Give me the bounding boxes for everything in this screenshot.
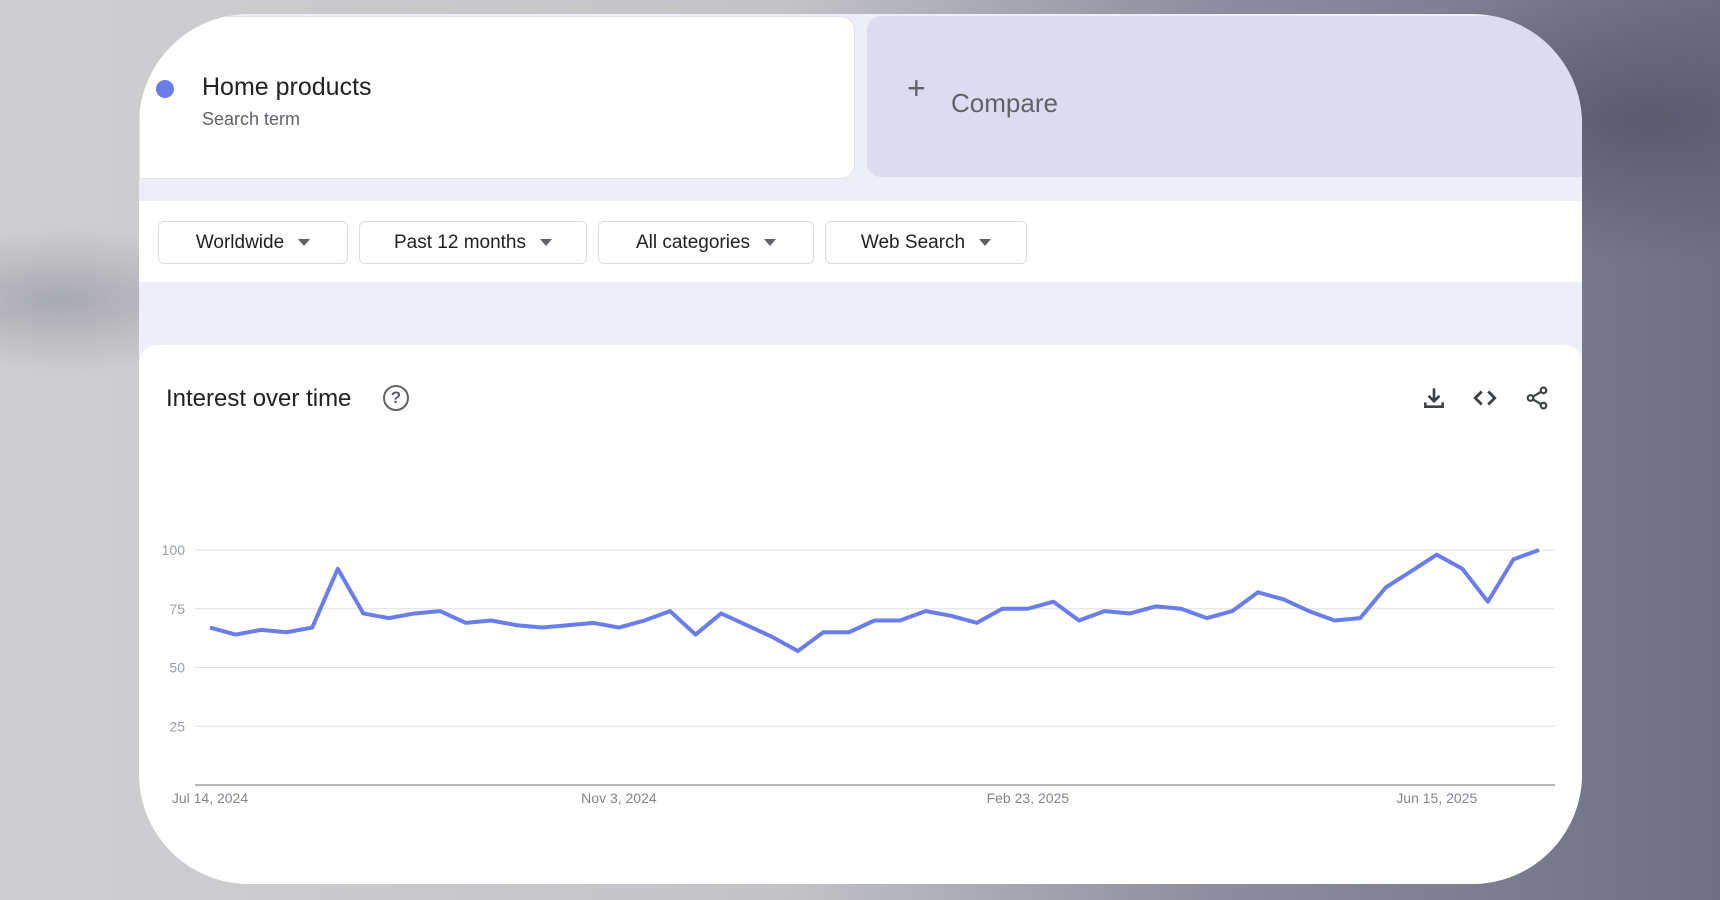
search-term-name: Home products: [202, 73, 372, 101]
search-type-label: Web Search: [860, 231, 966, 253]
x-tick-label: Feb 23, 2025: [987, 790, 1070, 806]
search-term-subtitle: Search term: [202, 109, 301, 129]
line-chart: 25 50 75 100 Jul 14, 2024 Nov 3, 2024 Feb 23, …: [162, 542, 1555, 806]
y-tick-label: 25: [169, 718, 185, 734]
compare-label: Compare: [951, 88, 1058, 118]
x-tick-label: Jul 14, 2024: [172, 790, 248, 806]
trends-panel: Home products Search term + Compare Worl…: [139, 14, 1582, 884]
time-range-dropdown[interactable]: Past 12 months: [359, 221, 587, 264]
time-range-label: Past 12 months: [393, 231, 527, 253]
caret-down-icon: [979, 239, 992, 246]
y-tick-label: 100: [162, 542, 186, 558]
plus-icon: +: [907, 70, 926, 106]
y-tick-label: 75: [169, 601, 185, 617]
x-tick-label: Nov 3, 2024: [581, 790, 657, 806]
category-label: All categories: [635, 231, 751, 253]
compare-button[interactable]: + Compare: [867, 16, 1582, 177]
chart-title: Interest over time: [166, 385, 352, 412]
embed-code-icon[interactable]: [1472, 385, 1498, 411]
y-tick-label: 50: [169, 660, 185, 676]
download-icon[interactable]: [1421, 385, 1447, 411]
series-line: [209, 548, 1540, 654]
region-dropdown[interactable]: Worldwide: [158, 221, 348, 264]
search-term-card[interactable]: Home products Search term: [139, 16, 855, 179]
caret-down-icon: [540, 239, 553, 246]
caret-down-icon: [298, 239, 311, 246]
x-tick-label: Jun 15, 2025: [1396, 790, 1477, 806]
region-label: Worldwide: [195, 231, 285, 253]
category-dropdown[interactable]: All categories: [598, 221, 814, 264]
series-color-dot: [156, 80, 174, 98]
filter-bar: Worldwide Past 12 months All categories …: [139, 201, 1582, 282]
interest-over-time-card: Interest over time ? 25 50 75 100 Jul 14, 20…: [139, 345, 1582, 884]
help-icon[interactable]: ?: [383, 385, 409, 411]
caret-down-icon: [764, 239, 777, 246]
share-icon[interactable]: [1524, 385, 1550, 411]
search-type-dropdown[interactable]: Web Search: [825, 221, 1027, 264]
